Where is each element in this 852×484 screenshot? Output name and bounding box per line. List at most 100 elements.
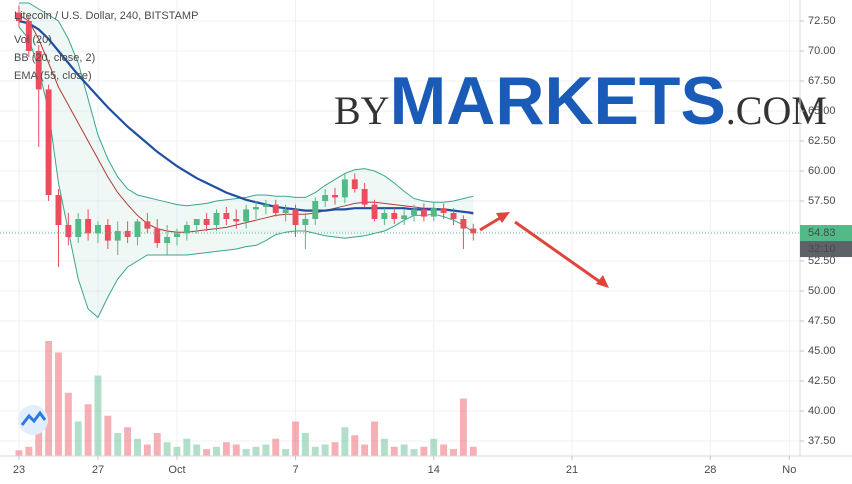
y-tick-label: 60.00	[808, 165, 836, 177]
candle-body	[302, 219, 309, 225]
x-tick-label: 14	[428, 464, 440, 476]
volume-bar	[153, 433, 161, 456]
volume-bar	[380, 438, 388, 456]
volume-bar	[292, 421, 299, 456]
candle-body	[144, 221, 151, 229]
indicator-label: BB (20, close, 2)	[14, 52, 95, 64]
volume-bar	[430, 438, 438, 456]
candle-body	[282, 209, 289, 213]
candle-body	[322, 195, 329, 201]
volume-bar	[163, 442, 171, 456]
candle-body	[381, 213, 388, 219]
last-price-box	[800, 225, 852, 242]
candle-body	[420, 209, 427, 217]
chart-title: Litecoin / U.S. Dollar, 240, BITSTAMP	[14, 10, 198, 22]
candle-body	[154, 228, 161, 243]
bb-lower	[18, 26, 474, 319]
logo-icon[interactable]	[20, 410, 47, 426]
countdown-label: 32:10	[808, 243, 836, 255]
axes: 37.5040.0042.5045.0047.5050.0052.5055.00…	[13, 15, 852, 476]
candle-body	[174, 233, 180, 237]
candle-body	[134, 221, 141, 237]
volume-bar	[143, 444, 151, 456]
candle-body	[361, 189, 368, 205]
candle-body	[223, 213, 230, 219]
candle-body	[104, 225, 111, 241]
candle-body	[233, 219, 240, 222]
x-tick-label: Oct	[168, 464, 185, 476]
y-tick-label: 70.00	[808, 45, 836, 57]
candle-body	[332, 195, 338, 198]
volume-bar	[25, 446, 33, 456]
volume-bar	[440, 444, 448, 456]
candle-body	[292, 209, 299, 225]
candle-body	[25, 21, 32, 51]
indicator-label: Vol (20)	[14, 34, 52, 46]
volume-bar	[124, 427, 132, 456]
x-tick-label: No	[782, 464, 796, 476]
bb-area	[18, 3, 474, 318]
candle-body	[470, 228, 477, 234]
legend: Litecoin / U.S. Dollar, 240, BITSTAMP Vo…	[14, 10, 198, 82]
volume-bar	[331, 442, 339, 456]
candle-body	[351, 179, 358, 189]
volume-bar	[183, 438, 191, 456]
volume-bar	[420, 446, 428, 456]
candle-body	[243, 209, 250, 222]
y-tick-label: 52.50	[808, 255, 836, 267]
candle-body	[193, 219, 200, 225]
volume-bar	[341, 427, 349, 456]
volume-bar	[114, 433, 122, 456]
candle-body	[450, 213, 457, 219]
volume-bar	[410, 449, 418, 456]
y-tick-label: 40.00	[808, 405, 836, 417]
arrow-down	[514, 220, 604, 286]
candle-body	[114, 231, 121, 241]
volume-bar	[45, 341, 53, 456]
candle-body	[183, 225, 190, 234]
volume-bar	[321, 444, 329, 456]
candle-body	[164, 237, 171, 243]
candle-body	[262, 204, 269, 207]
volume-bar	[459, 398, 467, 456]
indicator-label: EMA (55, close)	[14, 70, 92, 82]
volume-bar	[232, 444, 240, 456]
watermark: BYMARKETS.COM	[334, 63, 827, 139]
volume-bar	[134, 438, 141, 456]
volume-bar	[213, 446, 220, 456]
volume-bar	[351, 435, 359, 456]
y-tick-label: 47.50	[808, 315, 836, 327]
volume-bar	[64, 392, 72, 456]
bb-upper	[18, 2, 474, 207]
grid	[0, 0, 800, 456]
candle-body	[341, 179, 348, 198]
volume-bar	[203, 449, 211, 456]
volume-bar	[469, 446, 477, 456]
arrows	[479, 212, 609, 288]
candle-body	[45, 89, 52, 195]
logo[interactable]	[18, 405, 48, 435]
y-tick-label: 50.00	[808, 285, 836, 297]
volume-bar	[450, 449, 457, 456]
candle-body	[16, 12, 22, 21]
ema-line	[18, 19, 474, 215]
volume-bar	[301, 433, 309, 456]
volume-bar	[242, 449, 250, 456]
volume-bar	[252, 446, 260, 456]
arrow-head	[596, 275, 609, 288]
candle-body	[124, 231, 131, 237]
candle-body	[312, 201, 319, 219]
x-tick-label: 23	[13, 464, 25, 476]
candle-body	[203, 219, 210, 225]
volume-bar	[15, 450, 23, 456]
volume-bar	[361, 444, 369, 456]
x-tick-label: 27	[92, 464, 104, 476]
x-tick-label: 7	[292, 464, 298, 476]
last-price-label: 54.83	[808, 227, 836, 239]
y-tick-label: 65.00	[808, 105, 836, 117]
candle-body	[213, 213, 220, 225]
y-tick-label: 42.50	[808, 375, 836, 387]
y-tick-label: 57.50	[808, 195, 836, 207]
candle-body	[411, 209, 417, 216]
